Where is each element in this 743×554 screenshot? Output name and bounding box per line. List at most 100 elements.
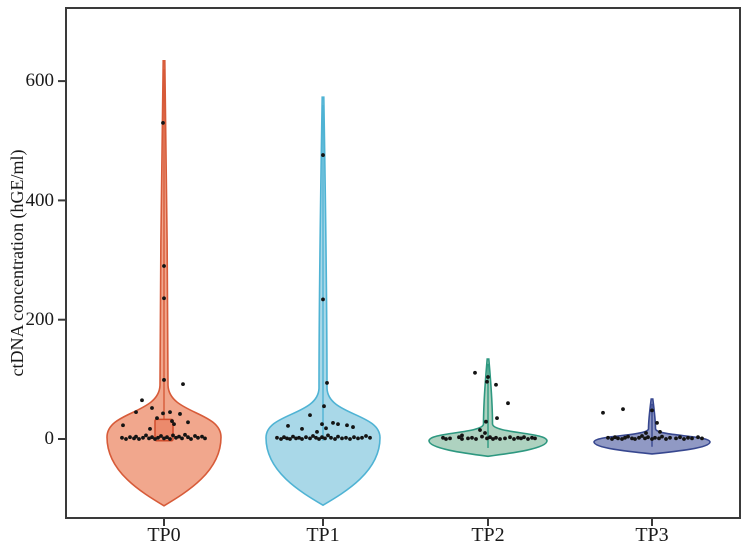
scatter-point-tp0	[162, 264, 166, 268]
x-tick-label-tp2: TP2	[471, 524, 505, 546]
scatter-point-tp2	[512, 437, 516, 441]
scatter-point-tp2	[516, 435, 520, 440]
scatter-point-tp1	[352, 435, 356, 440]
scatter-point-tp1	[360, 435, 364, 440]
scatter-point-tp0	[162, 296, 166, 301]
scatter-point-tp0	[181, 382, 185, 387]
scatter-point-tp3	[682, 437, 686, 441]
scatter-point-tp1	[336, 422, 340, 426]
scatter-point-tp3	[623, 435, 627, 440]
y-axis-title: ctDNA concentration (hGE/ml)	[7, 149, 27, 377]
scatter-point-tp3	[678, 435, 682, 440]
scatter-point-tp2	[494, 382, 498, 387]
scatter-point-tp2	[508, 435, 512, 440]
y-tick-label-200: 200	[25, 309, 55, 330]
scatter-point-tp0	[203, 436, 207, 441]
scatter-point-tp3	[620, 437, 624, 441]
scatter-point-tp1	[326, 433, 330, 438]
scatter-point-tp3	[658, 429, 662, 434]
scatter-point-tp0	[155, 416, 159, 421]
scatter-point-tp2	[484, 419, 488, 424]
scatter-point-tp2	[474, 437, 478, 441]
scatter-point-tp0	[156, 435, 160, 440]
scatter-point-tp0	[147, 436, 151, 441]
scatter-point-tp1	[294, 436, 298, 441]
scatter-point-tp2	[460, 437, 464, 441]
scatter-point-tp1	[320, 422, 324, 426]
scatter-point-tp0	[196, 435, 200, 440]
scatter-point-tp3	[626, 434, 630, 439]
scatter-point-tp2	[488, 435, 492, 440]
scatter-point-tp0	[137, 437, 141, 441]
scatter-point-tp1	[329, 435, 333, 440]
scatter-point-tp0	[134, 410, 138, 415]
scatter-point-tp2	[522, 435, 526, 440]
scatter-point-tp1	[324, 426, 328, 431]
scatter-point-tp2	[470, 435, 474, 440]
y-tick-label-0: 0	[44, 428, 55, 449]
scatter-point-tp1	[311, 434, 315, 438]
scatter-point-tp0	[171, 433, 175, 438]
scatter-point-tp2	[503, 436, 507, 441]
scatter-point-tp0	[128, 435, 132, 440]
scatter-point-tp1	[300, 426, 304, 431]
scatter-point-tp3	[686, 435, 690, 440]
scatter-point-tp3	[621, 407, 625, 412]
scatter-point-tp3	[630, 436, 634, 441]
scatter-point-tp0	[168, 437, 172, 441]
scatter-point-tp0	[189, 437, 193, 441]
scatter-point-tp0	[140, 398, 144, 403]
scatter-point-tp2	[533, 436, 537, 441]
scatter-point-tp2	[498, 437, 502, 441]
scatter-point-tp2	[526, 437, 530, 441]
scatter-point-tp0	[168, 410, 172, 415]
scatter-point-tp3	[660, 434, 664, 439]
scatter-point-tp0	[162, 378, 166, 382]
y-tick-label-600: 600	[25, 70, 55, 91]
scatter-point-tp3	[700, 436, 704, 441]
scatter-point-tp2	[485, 436, 489, 441]
scatter-point-tp0	[193, 434, 197, 438]
scatter-point-tp1	[291, 434, 295, 439]
scatter-point-tp1	[308, 436, 312, 441]
scatter-point-tp3	[644, 431, 648, 435]
scatter-point-tp3	[664, 437, 668, 441]
scatter-point-tp1	[351, 425, 355, 429]
scatter-point-tp1	[275, 435, 279, 440]
scatter-point-tp1	[336, 434, 340, 439]
scatter-point-tp2	[441, 435, 445, 440]
scatter-point-tp3	[655, 420, 659, 425]
scatter-point-tp2	[480, 434, 484, 439]
scatter-point-tp0	[144, 433, 148, 438]
scatter-point-tp1	[364, 434, 368, 438]
scatter-point-tp1	[333, 437, 337, 441]
scatter-point-tp1	[321, 153, 325, 157]
scatter-point-tp0	[178, 412, 182, 416]
scatter-point-tp0	[170, 419, 174, 424]
scatter-point-tp3	[613, 435, 617, 440]
scatter-point-tp2	[466, 436, 470, 441]
scatter-point-tp1	[315, 429, 319, 434]
scatter-point-tp2	[457, 435, 461, 440]
scatter-point-tp3	[674, 436, 678, 441]
scatter-point-tp1	[314, 435, 318, 440]
scatter-point-tp3	[616, 436, 620, 441]
scatter-point-tp1	[297, 435, 301, 440]
scatter-point-tp3	[653, 435, 657, 440]
scatter-point-tp2	[495, 416, 499, 421]
scatter-point-tp1	[348, 437, 352, 441]
scatter-point-tp1	[322, 404, 326, 409]
scatter-point-tp1	[331, 420, 335, 425]
scatter-point-tp3	[633, 437, 637, 441]
scatter-point-tp1	[325, 381, 329, 385]
scatter-point-tp0	[186, 420, 190, 425]
scatter-point-tp0	[120, 435, 124, 440]
scatter-point-tp2	[519, 436, 523, 441]
scatter-point-tp3	[650, 408, 654, 413]
scatter-point-tp1	[288, 437, 292, 441]
scatter-point-tp1	[320, 435, 324, 440]
scatter-point-tp1	[321, 297, 325, 302]
scatter-point-tp1	[340, 436, 344, 441]
